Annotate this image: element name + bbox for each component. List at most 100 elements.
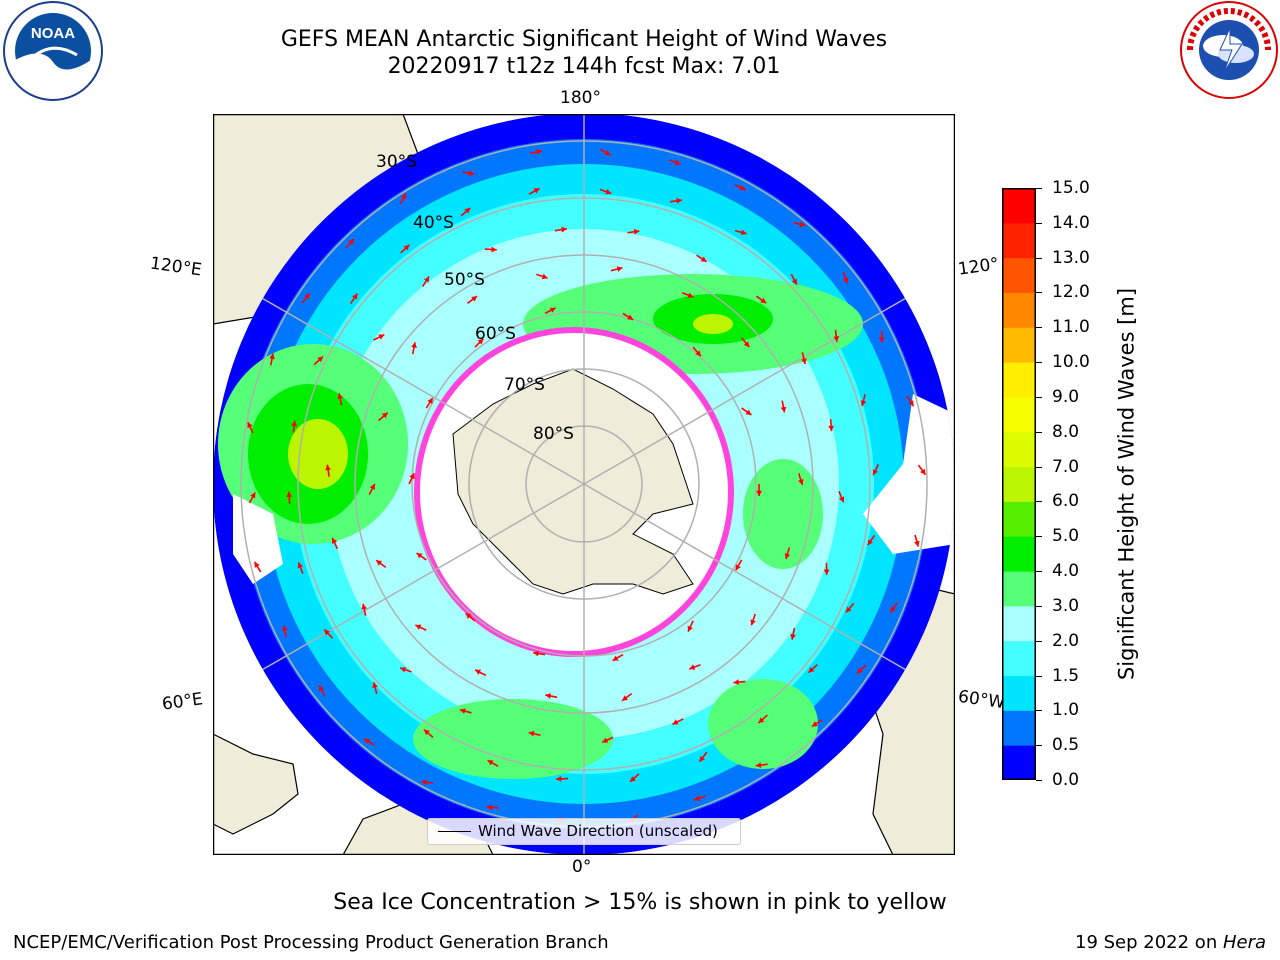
colorbar-tick-label: 14.0 xyxy=(1052,212,1090,233)
colorbar-segment xyxy=(1002,745,1036,780)
wind-wave-arrowhead xyxy=(475,669,481,675)
wind-wave-arrowhead xyxy=(254,561,260,568)
wind-wave-arrowhead xyxy=(250,492,256,499)
wind-wave-arrowhead xyxy=(823,569,830,575)
wind-wave-arrowhead xyxy=(745,409,752,415)
wind-wave-arrowhead xyxy=(528,730,535,737)
wind-wave-arrowhead xyxy=(674,159,681,166)
colorbar-segment xyxy=(1002,605,1036,642)
wind-wave-arrowhead xyxy=(799,221,806,228)
colorbar-tick-label: 0.5 xyxy=(1052,735,1080,756)
colorbar-tick-label: 9.0 xyxy=(1052,386,1080,407)
colorbar-segment xyxy=(1002,257,1036,293)
wind-wave-arrowhead xyxy=(364,738,371,745)
colorbar-tick-mark xyxy=(1036,571,1042,573)
wind-wave-arrowhead xyxy=(838,496,845,503)
lat-label-30s: 30°S xyxy=(376,152,417,172)
colorbar-tick-label: 13.0 xyxy=(1052,247,1090,268)
colorbar-segment xyxy=(1002,396,1036,433)
colorbar-segment xyxy=(1002,292,1036,328)
colorbar-segment xyxy=(1002,327,1036,363)
colorbar-tick-mark xyxy=(1036,710,1042,712)
wind-wave-arrowhead xyxy=(811,721,818,727)
colorbar-tick-mark xyxy=(1036,675,1042,677)
colorbar-tick-label: 8.0 xyxy=(1052,421,1080,442)
wind-wave-arrowhead xyxy=(381,412,388,419)
wind-wave-arrowhead xyxy=(743,341,750,348)
wind-wave-arrowhead xyxy=(324,629,330,636)
wind-wave-arrowhead xyxy=(423,276,430,283)
wind-wave-arrowhead xyxy=(860,400,867,407)
wind-wave-arrowhead xyxy=(486,804,493,811)
wind-wave-arrowhead xyxy=(348,239,354,245)
wind-wave-arrowhead xyxy=(533,188,540,194)
wind-wave-arrowhead xyxy=(687,625,693,632)
wind-wave-arrowhead xyxy=(352,293,358,300)
wind-wave-arrowhead xyxy=(487,760,494,766)
lon-label-120w: 120° xyxy=(956,254,1001,280)
colorbar-tick-mark xyxy=(1036,188,1042,189)
wind-wave-arrowhead xyxy=(376,560,383,566)
wind-wave-arrowhead xyxy=(282,625,288,632)
wind-wave-arrowhead xyxy=(465,613,472,619)
map-legend: Wind Wave Direction (unscaled) xyxy=(427,818,741,845)
wind-wave-arrowhead xyxy=(545,693,552,699)
lon-label-60w: 60°W xyxy=(956,686,1007,714)
lon-label-120e: 120°E xyxy=(148,253,203,281)
wind-wave-arrowhead xyxy=(297,562,304,569)
wind-wave-arrowhead xyxy=(733,679,739,685)
wind-wave-arrowhead xyxy=(845,606,852,613)
wind-wave-arrowhead xyxy=(672,719,679,725)
colorbar-tick-mark xyxy=(1036,431,1042,433)
footer-date: 19 Sep 2022 on Hera xyxy=(1075,932,1266,954)
wind-wave-arrowhead xyxy=(286,491,293,498)
wind-wave-arrowhead xyxy=(602,737,609,743)
colorbar-segment xyxy=(1002,362,1036,398)
wind-wave-arrowhead xyxy=(878,337,885,343)
wind-wave-arrowhead xyxy=(372,682,378,689)
legend-label: Wind Wave Direction (unscaled) xyxy=(478,822,718,840)
wind-wave-arrowhead xyxy=(411,342,417,348)
wind-wave-arrowhead xyxy=(627,314,634,320)
chart-subtitle: 20220917 t12z 144h fcst Max: 7.01 xyxy=(387,54,781,79)
wind-wave-arrowhead xyxy=(908,400,914,407)
wind-wave-arrowhead xyxy=(423,729,430,736)
wind-wave-arrowhead xyxy=(689,664,696,670)
wind-wave-arrowhead xyxy=(491,246,497,253)
footer-date-text: 19 Sep 2022 on xyxy=(1075,932,1223,953)
colorbar xyxy=(1002,188,1036,780)
wind-wave-arrowhead xyxy=(758,717,765,724)
wind-wave-arrowhead xyxy=(914,540,920,547)
colorbar-tick-label: 1.0 xyxy=(1052,700,1080,721)
colorbar-tick-label: 7.0 xyxy=(1052,456,1080,477)
wind-wave-arrowhead xyxy=(369,483,375,490)
wind-wave-arrowhead xyxy=(471,296,478,302)
lat-label-50s: 50°S xyxy=(444,270,485,290)
wind-wave-arrowhead xyxy=(699,755,705,762)
colorbar-tick-label: 10.0 xyxy=(1052,352,1090,373)
wind-wave-arrowhead xyxy=(920,468,926,475)
colorbar-tick-mark xyxy=(1036,640,1042,642)
wind-wave-arrowhead xyxy=(676,197,682,204)
wind-wave-arrowhead xyxy=(337,393,344,400)
wind-wave-arrowhead xyxy=(760,297,767,304)
wind-wave-arrowhead xyxy=(468,170,475,177)
wind-wave-arrowhead xyxy=(605,189,612,195)
wind-wave-arrowhead xyxy=(331,537,338,544)
colorbar-tick-mark xyxy=(1036,396,1042,398)
legend-line-swatch xyxy=(438,831,471,832)
wind-wave-arrowhead xyxy=(633,228,640,235)
wind-wave-arrowhead xyxy=(828,425,835,432)
wind-wave-arrowhead xyxy=(616,266,623,272)
wind-wave-arrowhead xyxy=(541,273,548,280)
nws-logo xyxy=(1180,1,1278,99)
wind-wave-arrowhead xyxy=(477,338,484,345)
wind-wave-arrowhead xyxy=(801,358,807,365)
wind-wave-arrowhead xyxy=(780,406,787,413)
wind-wave-arrowhead xyxy=(556,776,562,782)
colorbar-tick-label: 12.0 xyxy=(1052,282,1090,303)
colorbar-segment xyxy=(1002,222,1036,259)
wind-wave-arrowhead xyxy=(867,539,874,546)
wind-wave-arrowhead xyxy=(464,207,471,214)
lat-label-40s: 40°S xyxy=(413,213,454,233)
